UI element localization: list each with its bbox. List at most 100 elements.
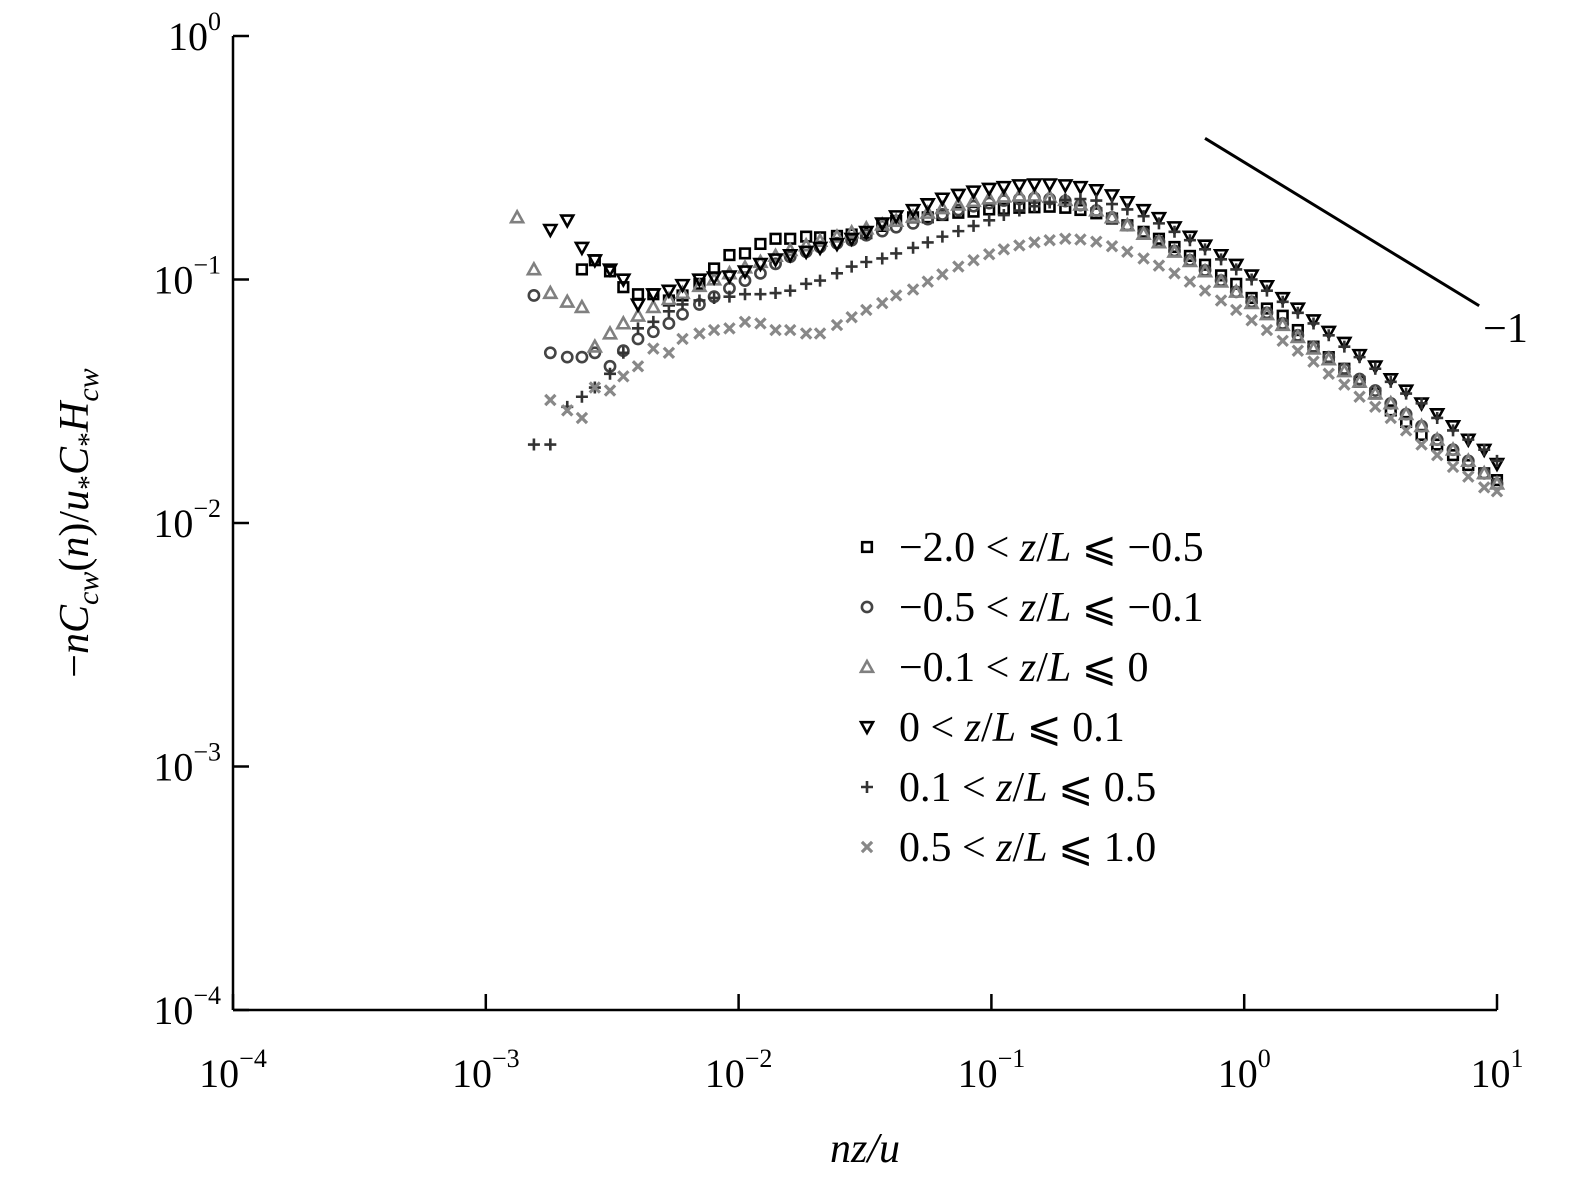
legend-marker bbox=[861, 781, 873, 793]
data-point bbox=[1074, 233, 1087, 246]
data-point bbox=[1447, 424, 1460, 437]
data-point bbox=[1444, 441, 1462, 456]
data-point bbox=[845, 260, 858, 273]
y-axis-title: −nCcw(n)/u*C*Hcw bbox=[52, 368, 105, 677]
data-point bbox=[1243, 294, 1260, 310]
data-point bbox=[1431, 411, 1444, 424]
data-point bbox=[1135, 203, 1152, 219]
data-point bbox=[1072, 195, 1089, 211]
data-point bbox=[1490, 485, 1504, 498]
data-point bbox=[601, 263, 619, 279]
data-point bbox=[1198, 284, 1212, 297]
legend-marker bbox=[860, 540, 874, 554]
data-point bbox=[830, 318, 844, 332]
legend: −2.0 < z/L ⩽ −0.5 −0.5 < z/L ⩽ −0.1 −0.1 <… bbox=[858, 525, 1204, 871]
data-point bbox=[1276, 295, 1289, 308]
data-point bbox=[1353, 390, 1366, 403]
data-point bbox=[1043, 233, 1056, 247]
data-point bbox=[767, 253, 784, 269]
data-point bbox=[1430, 448, 1444, 462]
data-point bbox=[1105, 239, 1119, 253]
data-point bbox=[660, 284, 678, 300]
data-point bbox=[830, 267, 843, 280]
y-tick-label: 100 bbox=[168, 7, 221, 59]
data-point bbox=[769, 232, 782, 245]
data-point bbox=[1400, 387, 1413, 400]
legend-item: −0.1 < z/L ⩽ 0 bbox=[858, 645, 1148, 691]
data-point bbox=[1367, 360, 1384, 375]
data-point bbox=[573, 298, 591, 314]
data-point bbox=[1135, 225, 1152, 240]
data-point bbox=[1382, 394, 1399, 410]
data-point bbox=[1462, 470, 1475, 483]
data-point bbox=[1338, 378, 1351, 391]
legend-label: 0 < z/L ⩽ 0.1 bbox=[899, 705, 1125, 751]
data-point bbox=[1307, 317, 1320, 330]
data-point bbox=[1382, 372, 1399, 388]
data-point bbox=[1168, 267, 1181, 280]
data-point bbox=[542, 223, 559, 239]
data-point bbox=[586, 254, 604, 269]
data-point bbox=[662, 317, 676, 330]
data-point bbox=[738, 288, 751, 301]
x-tick-label: 10−3 bbox=[452, 1044, 520, 1096]
data-point bbox=[561, 404, 574, 417]
data-point bbox=[525, 260, 543, 276]
data-point bbox=[691, 273, 708, 289]
data-point bbox=[693, 327, 706, 340]
data-point bbox=[1291, 306, 1304, 319]
data-point bbox=[936, 230, 949, 243]
data-point bbox=[874, 217, 891, 233]
data-point bbox=[1258, 279, 1276, 295]
data-point bbox=[1384, 404, 1397, 417]
data-point bbox=[1488, 475, 1506, 490]
data-point bbox=[919, 198, 936, 213]
data-point bbox=[1462, 433, 1475, 446]
data-point bbox=[632, 322, 645, 335]
data-point bbox=[919, 204, 936, 219]
data-point bbox=[783, 323, 797, 337]
data-point bbox=[1477, 481, 1491, 494]
data-point bbox=[921, 275, 934, 288]
x-axis-ticks: 10−4 10−3 10−2 10−1 100 101 bbox=[199, 994, 1524, 1096]
data-point bbox=[542, 284, 559, 300]
data-point bbox=[887, 212, 905, 228]
data-point bbox=[559, 293, 576, 308]
series-1 bbox=[575, 200, 1504, 487]
data-point bbox=[952, 260, 965, 273]
data-point bbox=[1229, 303, 1243, 317]
data-point bbox=[1013, 204, 1026, 217]
data-point bbox=[797, 245, 815, 261]
data-point bbox=[662, 346, 676, 360]
data-point bbox=[575, 411, 589, 425]
legend-item: 0.1 < z/L ⩽ 0.5 bbox=[861, 765, 1156, 811]
data-point bbox=[950, 188, 967, 204]
data-point bbox=[1228, 283, 1245, 298]
data-point bbox=[676, 307, 689, 321]
data-point bbox=[967, 219, 980, 232]
data-point bbox=[1320, 325, 1337, 341]
data-point bbox=[950, 195, 967, 211]
data-point bbox=[647, 315, 660, 328]
data-point bbox=[1400, 415, 1413, 429]
data-point bbox=[1399, 424, 1413, 437]
data-point bbox=[936, 268, 949, 281]
data-point bbox=[693, 294, 706, 307]
data-point bbox=[1011, 186, 1028, 202]
data-point bbox=[1446, 460, 1460, 474]
data-point bbox=[1212, 272, 1230, 288]
data-point bbox=[1397, 405, 1415, 421]
legend-item: 0.5 < z/L ⩽ 1.0 bbox=[860, 825, 1156, 871]
x-axis-title: nz/u bbox=[830, 1126, 900, 1172]
data-point bbox=[904, 208, 922, 223]
data-point bbox=[1150, 233, 1168, 249]
data-point bbox=[1291, 323, 1304, 337]
data-point bbox=[1013, 239, 1026, 252]
data-point bbox=[1305, 339, 1322, 355]
data-point bbox=[1245, 273, 1258, 286]
data-point bbox=[1041, 178, 1058, 193]
data-point bbox=[629, 298, 647, 314]
legend-item: 0 < z/L ⩽ 0.1 bbox=[858, 705, 1125, 751]
data-points bbox=[508, 178, 1506, 498]
data-point bbox=[1028, 200, 1041, 213]
